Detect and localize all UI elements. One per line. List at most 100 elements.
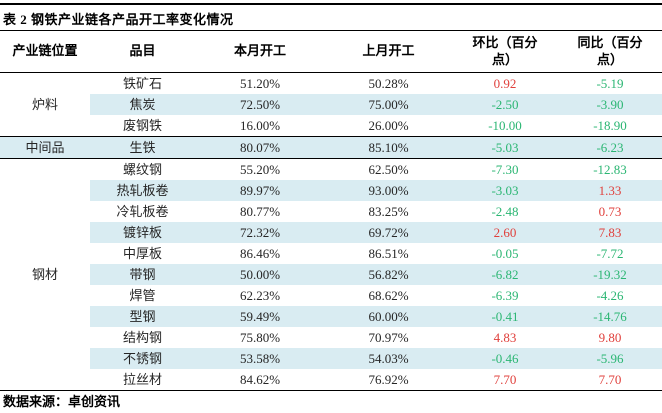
item-name: 镀锌板 xyxy=(90,221,195,243)
previous-rate: 68.62% xyxy=(368,287,409,303)
table-row: 不锈钢 53.58% 54.03% -0.46 -5.96 xyxy=(0,347,662,369)
yoy-change: -5.96 xyxy=(558,347,662,369)
group-label-furnace-material: 炉料 xyxy=(0,72,90,137)
col-header-previous-month: 上月开工 xyxy=(325,31,452,73)
table-row: 冷轧板卷 80.77% 83.25% -2.48 0.73 xyxy=(0,201,662,222)
previous-rate: 83.25% xyxy=(368,203,409,219)
table-header: 产业链位置 品目 本月开工 上月开工 环比（百分 点） 同比（百分 点） xyxy=(0,31,662,73)
table-row: 结构钢 75.80% 70.97% 4.83 9.80 xyxy=(0,327,662,348)
current-rate: 51.20% xyxy=(239,75,281,91)
table-title: 表 2 钢铁产业链各产品开工率变化情况 xyxy=(0,5,662,31)
current-rate: 84.62% xyxy=(239,371,281,387)
previous-rate: 76.92% xyxy=(368,371,409,387)
item-name: 带钢 xyxy=(90,263,195,285)
col-header-yoy: 同比（百分 点） xyxy=(558,31,662,73)
current-rate: 80.07% xyxy=(195,135,325,159)
table-row: 钢材 螺纹钢 55.20% 62.50% -7.30 -12.83 xyxy=(0,157,662,390)
previous-rate: 62.50% xyxy=(325,157,452,180)
current-rate: 53.58% xyxy=(195,347,325,369)
current-rate: 72.32% xyxy=(195,221,325,243)
previous-rate: 70.97% xyxy=(368,329,409,345)
previous-rate: 93.00% xyxy=(325,179,452,201)
yoy-change: -5.19 xyxy=(596,75,624,91)
table-row: 焦炭 72.50% 75.00% -2.50 -3.90 xyxy=(0,93,662,115)
current-rate: 55.20% xyxy=(195,157,325,180)
yoy-change: 7.83 xyxy=(558,221,662,243)
item-name: 生铁 xyxy=(90,135,195,159)
table-row: 带钢 50.00% 56.82% -6.82 -19.32 xyxy=(0,263,662,285)
yoy-change: -3.90 xyxy=(558,93,662,115)
yoy-change: 9.80 xyxy=(598,329,622,345)
previous-rate: 54.03% xyxy=(325,347,452,369)
table-row: 废钢铁 16.00% 26.00% -10.00 -18.90 xyxy=(0,115,662,137)
current-rate: 59.49% xyxy=(195,305,325,327)
operating-rate-table: 产业链位置 品目 本月开工 上月开工 环比（百分 点） 同比（百分 点） 炉料 铁矿… xyxy=(0,31,662,390)
yoy-change: -7.72 xyxy=(596,245,624,261)
current-rate: 50.00% xyxy=(195,263,325,285)
data-source: 数据来源：卓创资讯 xyxy=(0,389,662,413)
item-name: 焊管 xyxy=(129,287,156,303)
table-body: 炉料 铁矿石 51.20% 50.28% 0.92 -5.19 焦炭 72.50… xyxy=(0,72,662,390)
yoy-change: 0.73 xyxy=(598,203,622,219)
col-header-item: 品目 xyxy=(90,31,195,73)
yoy-change: -19.32 xyxy=(558,263,662,285)
yoy-change: -4.26 xyxy=(596,287,624,303)
yoy-change: -14.76 xyxy=(558,305,662,327)
yoy-change: 1.33 xyxy=(558,179,662,201)
previous-rate: 50.28% xyxy=(368,75,409,91)
previous-rate: 75.00% xyxy=(325,93,452,115)
table-row: 焊管 62.23% 68.62% -6.39 -4.26 xyxy=(0,285,662,306)
yoy-change: -12.83 xyxy=(558,157,662,180)
col-header-current-month: 本月开工 xyxy=(195,31,325,73)
previous-rate: 60.00% xyxy=(325,305,452,327)
current-rate: 16.00% xyxy=(239,117,281,133)
previous-rate: 85.10% xyxy=(325,135,452,159)
table-row: 炉料 铁矿石 51.20% 50.28% 0.92 -5.19 xyxy=(0,72,662,137)
mom-change: 2.60 xyxy=(452,221,558,243)
table-frame: 表 2 钢铁产业链各产品开工率变化情况 产业链位置 品目 本月开工 上月开工 环… xyxy=(0,3,662,413)
previous-rate: 69.72% xyxy=(325,221,452,243)
mom-change: -0.05 xyxy=(491,245,519,261)
mom-change: -6.39 xyxy=(491,287,519,303)
mom-change: -2.48 xyxy=(491,203,519,219)
item-name: 废钢铁 xyxy=(122,117,162,133)
mom-change: 4.83 xyxy=(493,329,517,345)
table-row: 型钢 59.49% 60.00% -0.41 -14.76 xyxy=(0,305,662,327)
item-name: 铁矿石 xyxy=(122,75,162,91)
item-name: 螺纹钢 xyxy=(90,157,195,180)
table-row: 镀锌板 72.32% 69.72% 2.60 7.83 xyxy=(0,221,662,243)
group-label-intermediate: 中间品 xyxy=(0,135,90,159)
item-name: 中厚板 xyxy=(122,245,162,261)
item-name: 不锈钢 xyxy=(90,347,195,369)
previous-rate: 86.51% xyxy=(368,245,409,261)
table-row: 拉丝材 84.62% 76.92% 7.70 7.70 xyxy=(0,369,662,390)
previous-rate: 26.00% xyxy=(368,117,409,133)
yoy-change: -18.90 xyxy=(593,117,627,133)
item-name: 焦炭 xyxy=(90,93,195,115)
table-row: 中间品 生铁 80.07% 85.10% -5.03 -6.23 xyxy=(0,135,662,159)
previous-rate: 56.82% xyxy=(325,263,452,285)
item-name: 热轧板卷 xyxy=(90,179,195,201)
mom-change: -7.30 xyxy=(452,157,558,180)
mom-change: -3.03 xyxy=(452,179,558,201)
table-row: 中厚板 86.46% 86.51% -0.05 -7.72 xyxy=(0,243,662,264)
col-header-chain-position: 产业链位置 xyxy=(0,31,90,73)
mom-change: -10.00 xyxy=(488,117,522,133)
item-name: 型钢 xyxy=(90,305,195,327)
yoy-change: -6.23 xyxy=(558,135,662,159)
mom-change: -6.82 xyxy=(452,263,558,285)
mom-change: -0.41 xyxy=(452,305,558,327)
col-header-mom: 环比（百分 点） xyxy=(452,31,558,73)
current-rate: 80.77% xyxy=(239,203,281,219)
current-rate: 62.23% xyxy=(239,287,281,303)
group-label-steel-products: 钢材 xyxy=(0,157,90,390)
item-name: 冷轧板卷 xyxy=(116,203,169,219)
current-rate: 75.80% xyxy=(239,329,281,345)
current-rate: 72.50% xyxy=(195,93,325,115)
mom-change: -0.46 xyxy=(452,347,558,369)
mom-change: -2.50 xyxy=(452,93,558,115)
current-rate: 89.97% xyxy=(195,179,325,201)
mom-change: -5.03 xyxy=(452,135,558,159)
item-name: 拉丝材 xyxy=(122,371,162,387)
